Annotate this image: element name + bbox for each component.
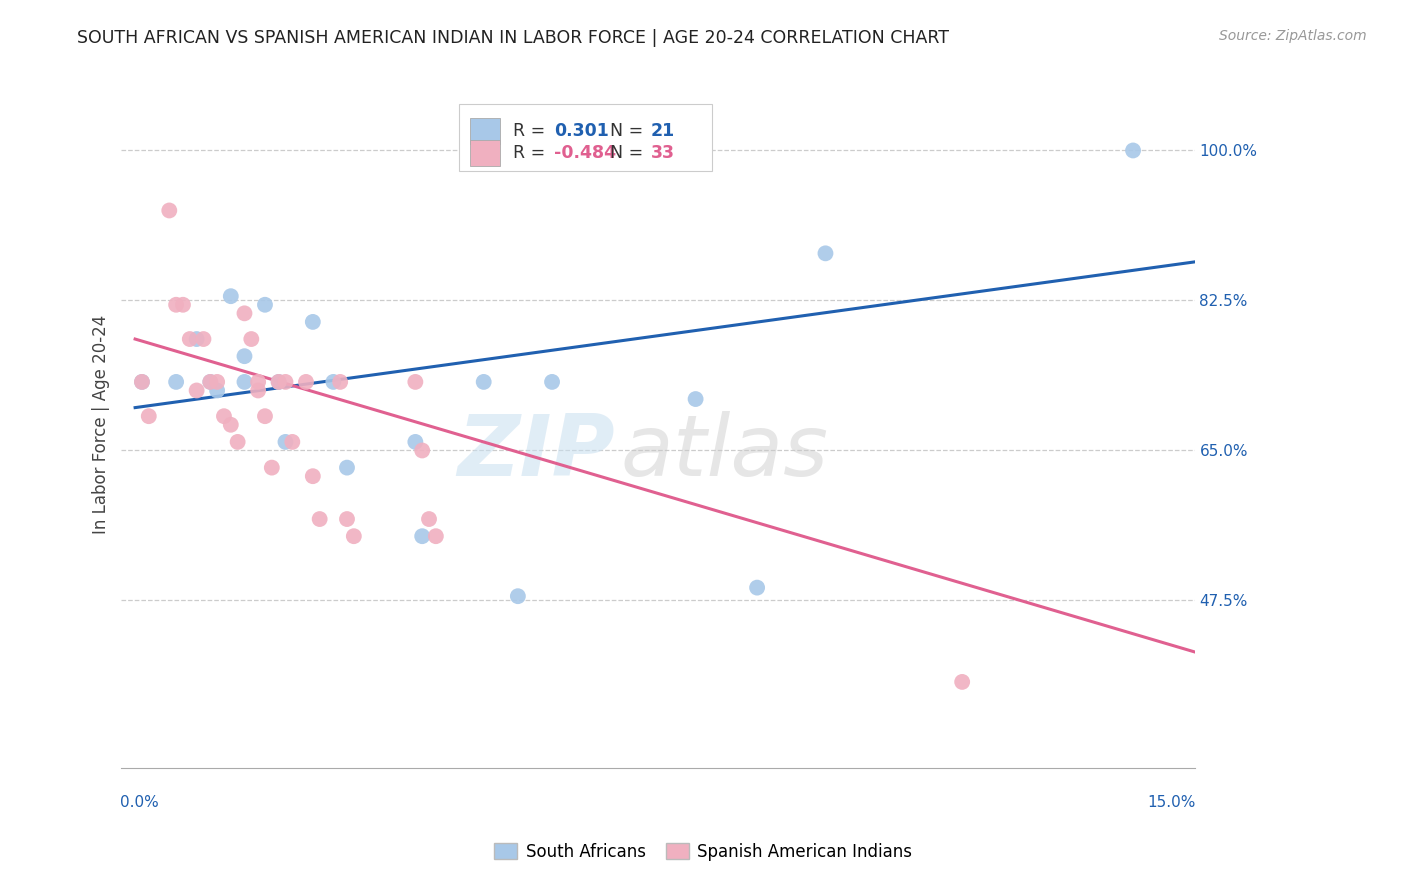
Point [165, 375, 187, 389]
Point [172, 298, 194, 312]
Point [308, 512, 330, 526]
Y-axis label: In Labor Force | Age 20-24: In Labor Force | Age 20-24 [93, 315, 110, 534]
Point [745, 581, 768, 595]
Point [411, 529, 433, 543]
Point [404, 434, 426, 449]
Text: N =: N = [610, 121, 648, 139]
Point [193, 332, 215, 346]
Point [411, 443, 433, 458]
Point [253, 298, 276, 312]
Point [212, 409, 235, 424]
Point [814, 246, 837, 260]
Point [541, 375, 564, 389]
Point [226, 434, 249, 449]
Text: 21: 21 [651, 121, 675, 139]
FancyBboxPatch shape [460, 103, 711, 171]
Text: R =: R = [513, 144, 551, 161]
Text: 15.0%: 15.0% [1147, 795, 1195, 810]
Point [404, 375, 426, 389]
Point [506, 589, 529, 603]
Text: 0.0%: 0.0% [121, 795, 159, 810]
Point [267, 375, 290, 389]
Point [165, 298, 187, 312]
Text: R =: R = [513, 121, 551, 139]
Point [247, 375, 270, 389]
Point [301, 469, 323, 483]
Point [425, 529, 447, 543]
Point [301, 315, 323, 329]
Point [233, 306, 256, 320]
Point [179, 332, 201, 346]
Point [685, 392, 707, 406]
Legend: South Africans, Spanish American Indians: South Africans, Spanish American Indians [486, 837, 920, 868]
Point [233, 349, 256, 363]
Text: 0.301: 0.301 [554, 121, 609, 139]
Text: Source: ZipAtlas.com: Source: ZipAtlas.com [1219, 29, 1367, 43]
Point [205, 375, 228, 389]
Point [200, 375, 222, 389]
Point [329, 375, 352, 389]
Point [418, 512, 440, 526]
Text: N =: N = [610, 144, 648, 161]
Point [343, 529, 366, 543]
Point [336, 460, 359, 475]
Point [1122, 144, 1144, 158]
Text: ZIP: ZIP [457, 410, 614, 493]
Point [186, 332, 208, 346]
Point [186, 384, 208, 398]
Point [200, 375, 222, 389]
Point [131, 375, 153, 389]
Point [267, 375, 290, 389]
Point [260, 460, 283, 475]
Point [950, 674, 973, 689]
Point [205, 384, 228, 398]
Point [472, 375, 495, 389]
Text: SOUTH AFRICAN VS SPANISH AMERICAN INDIAN IN LABOR FORCE | AGE 20-24 CORRELATION : SOUTH AFRICAN VS SPANISH AMERICAN INDIAN… [77, 29, 949, 46]
Point [247, 384, 270, 398]
Point [138, 409, 160, 424]
Point [253, 409, 276, 424]
Point [281, 434, 304, 449]
Point [336, 512, 359, 526]
Point [219, 417, 242, 432]
Point [131, 375, 153, 389]
Point [233, 375, 256, 389]
Point [219, 289, 242, 303]
FancyBboxPatch shape [470, 139, 501, 166]
Point [322, 375, 344, 389]
Text: atlas: atlas [620, 410, 828, 493]
FancyBboxPatch shape [470, 118, 501, 144]
Point [274, 375, 297, 389]
Text: 33: 33 [651, 144, 675, 161]
Point [157, 203, 180, 218]
Point [295, 375, 318, 389]
Point [240, 332, 263, 346]
Text: -0.484: -0.484 [554, 144, 616, 161]
Point [274, 434, 297, 449]
